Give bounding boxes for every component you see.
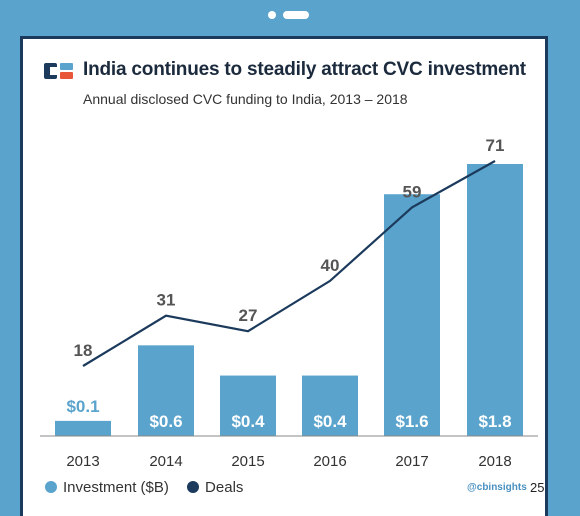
legend-item-deals: Deals <box>187 479 243 496</box>
deals-value-label-2013: 18 <box>74 341 93 360</box>
bar-investment-2018 <box>467 164 523 436</box>
legend-label-investment: Investment ($B) <box>63 479 169 496</box>
legend-label-deals: Deals <box>205 479 244 496</box>
bar-value-label-2013: $0.1 <box>66 397 99 416</box>
legend-item-investment: Investment ($B) <box>45 479 169 496</box>
legend-swatch-deals <box>187 481 200 493</box>
page-number: 25 <box>530 480 545 495</box>
x-tick-label-2018: 2018 <box>478 453 511 470</box>
bar-investment-2013 <box>55 420 111 436</box>
x-tick-label-2013: 2013 <box>66 453 99 470</box>
bar-value-label-2018: $1.8 <box>478 412 511 431</box>
deals-value-label-2016: 40 <box>321 256 340 275</box>
x-tick-label-2016: 2016 <box>313 453 346 470</box>
deals-value-label-2015: 27 <box>239 306 258 325</box>
bar-value-label-2016: $0.4 <box>313 412 347 431</box>
bar-investment-2017 <box>384 194 440 436</box>
bar-investment-2016 <box>302 375 358 436</box>
deals-value-label-2018: 71 <box>486 136 505 155</box>
cb-insights-logo-icon <box>44 63 73 79</box>
x-tick-label-2015: 2015 <box>231 453 264 470</box>
bar-value-label-2017: $1.6 <box>395 412 428 431</box>
line-deals <box>82 160 496 367</box>
deals-value-label-2014: 31 <box>157 291 176 310</box>
camera-dot <box>268 11 276 19</box>
deals-value-label-2017: 59 <box>403 182 422 201</box>
device-indicator <box>0 8 580 20</box>
chart-title: India continues to steadily attract CVC … <box>83 59 526 80</box>
bar-investment-2014 <box>138 345 194 436</box>
bar-value-label-2014: $0.6 <box>149 412 182 431</box>
chart-subtitle: Annual disclosed CVC funding to India, 2… <box>83 91 408 107</box>
speaker-pill <box>283 11 309 19</box>
bar-value-label-2015: $0.4 <box>231 412 265 431</box>
x-tick-label-2017: 2017 <box>395 453 428 470</box>
bar-investment-2015 <box>220 375 276 436</box>
chart-legend: Investment ($B) Deals <box>45 479 257 496</box>
x-tick-label-2014: 2014 <box>149 453 182 470</box>
source-credit: @cbinsights <box>467 482 527 493</box>
legend-swatch-investment <box>45 481 57 493</box>
